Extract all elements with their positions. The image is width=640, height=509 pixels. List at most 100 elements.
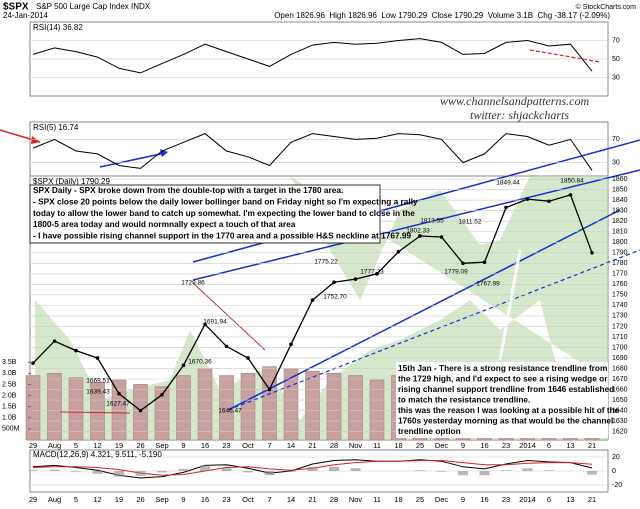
volume-bar xyxy=(111,379,127,441)
macd-histogram-bar xyxy=(49,469,60,471)
volume-tick-label: 3.5B xyxy=(2,359,17,366)
x-tick-label: 25 xyxy=(416,441,424,450)
x-tick-label: 18 xyxy=(394,495,402,504)
volume-bar xyxy=(47,373,62,441)
x-tick-label: 5 xyxy=(74,441,78,450)
y-tick-label: -20 xyxy=(612,482,622,489)
volume-tick-label: 2.0B xyxy=(2,392,17,399)
panel-title: RSI(14) 36.82 xyxy=(33,23,83,32)
y-tick-label: 0 xyxy=(612,468,616,475)
y-tick-label: 1800 xyxy=(612,239,628,246)
note-line: this was the reason I was looking at a p… xyxy=(398,405,620,415)
price-label: 1850.84 xyxy=(560,178,584,185)
price-point xyxy=(138,408,143,413)
x-tick-label: Sep xyxy=(155,495,168,504)
price-point xyxy=(117,391,121,396)
macd-histogram-bar xyxy=(501,470,511,471)
note-line: - SPX close 20 points below the daily lo… xyxy=(33,196,418,206)
y-tick-label: 30 xyxy=(612,159,620,166)
x-tick-label: Aug xyxy=(48,495,61,504)
price-label: 1729.86 xyxy=(181,280,205,287)
macd-histogram-bar xyxy=(522,468,533,471)
macd-histogram-bar xyxy=(114,471,124,477)
price-point xyxy=(504,205,508,210)
y-tick-label: 1650 xyxy=(612,397,628,404)
channel-support xyxy=(227,249,640,411)
x-tick-label: 14 xyxy=(287,441,295,450)
x-tick-label: 19 xyxy=(115,495,123,504)
macd-histogram-bar xyxy=(92,471,103,474)
price-label: 1752.70 xyxy=(323,294,347,301)
x-tick-label: Nov xyxy=(349,441,363,450)
price-point xyxy=(375,272,379,276)
price-point xyxy=(52,339,57,343)
y-tick-label: 1790 xyxy=(612,250,628,257)
x-tick-label: Nov xyxy=(349,495,363,504)
macd-histogram-bar xyxy=(200,465,210,471)
macd-histogram-bar xyxy=(350,468,361,471)
price-label: 1670.36 xyxy=(188,359,212,366)
x-tick-label: 16 xyxy=(201,441,209,450)
x-tick-label: 23 xyxy=(502,441,510,450)
macd-histogram-bar xyxy=(135,471,146,476)
x-tick-label: 2014 xyxy=(519,441,536,450)
y-tick-label: 1840 xyxy=(612,197,628,204)
macd-histogram-bar xyxy=(243,471,253,473)
x-tick-label: 29 xyxy=(29,495,37,504)
x-tick-label: 9 xyxy=(181,495,185,504)
price-point xyxy=(482,260,487,265)
volume-tick-label: 1.0B xyxy=(2,415,17,422)
date: 24-Jan-2014 xyxy=(3,11,48,20)
price-point xyxy=(246,356,250,360)
price-label: 1627.47 xyxy=(106,401,130,408)
x-tick-label: 14 xyxy=(287,495,295,504)
x-tick-label: 23 xyxy=(222,495,230,504)
symbol: $SPX xyxy=(3,2,29,13)
note-box xyxy=(29,184,381,244)
x-tick-label: Oct xyxy=(242,441,255,450)
y-tick-label: 1860 xyxy=(612,176,628,183)
price-point xyxy=(95,356,100,360)
x-tick-label: Dec xyxy=(435,495,449,504)
x-tick-label: 13 xyxy=(566,441,574,450)
arrow xyxy=(498,249,522,361)
macd-histogram-bar xyxy=(71,471,81,472)
price-point xyxy=(31,361,35,366)
x-tick-label: Aug xyxy=(48,441,61,450)
quote: Open 1826.96 High 1826.96 Low 1790.29 Cl… xyxy=(274,11,610,20)
price-point xyxy=(590,250,594,255)
x-tick-label: 18 xyxy=(394,441,402,450)
rsi5-panel xyxy=(29,121,609,181)
volume-bar xyxy=(262,366,277,441)
panel-title: RSI(5) 16.74 xyxy=(33,123,79,132)
volume-tick-label: 500M xyxy=(2,426,20,433)
macd-histogram-bar xyxy=(286,471,296,472)
y-tick-label: 1750 xyxy=(612,292,628,299)
x-tick-label: 23 xyxy=(502,495,510,504)
x-tick-label: 9 xyxy=(461,441,465,450)
volume-tick-label: 3.0B xyxy=(2,370,17,377)
volume-tick-label: 1.5B xyxy=(2,404,17,411)
price-point xyxy=(181,363,186,368)
macd-histogram-bar xyxy=(221,468,232,471)
macd-histogram-bar xyxy=(264,471,275,476)
price-label: 1813.55 xyxy=(420,218,444,225)
price-point xyxy=(525,197,530,201)
macd-histogram-bar xyxy=(415,470,425,471)
y-tick-label: 1820 xyxy=(612,218,628,225)
notes: SPX Daily - SPX broke down from the doub… xyxy=(33,185,620,436)
price-point xyxy=(332,280,336,285)
x-tick-label: Sep xyxy=(155,441,168,450)
arrow xyxy=(99,152,166,168)
x-tick-label: 19 xyxy=(115,441,123,450)
macd-histogram-bar xyxy=(436,471,447,472)
macd-histogram-bar xyxy=(307,466,318,471)
x-tick-label: 26 xyxy=(136,495,144,504)
y-tick-label: 1630 xyxy=(612,418,628,425)
note-line: the 1729 high, and I'd expect to see a r… xyxy=(398,374,608,384)
x-tick-label: 23 xyxy=(222,441,230,450)
y-tick-label: 1770 xyxy=(612,271,628,278)
watermark: twitter: shjackcharts xyxy=(470,108,569,122)
macd-line xyxy=(32,459,593,479)
price-label: 1775.22 xyxy=(314,259,338,266)
